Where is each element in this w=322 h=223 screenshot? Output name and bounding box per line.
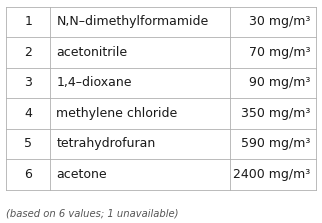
Text: 1,4–dioxane: 1,4–dioxane xyxy=(56,76,132,89)
Text: N,N–dimethylformamide: N,N–dimethylformamide xyxy=(56,15,209,28)
Text: 70 mg/m³: 70 mg/m³ xyxy=(249,46,311,59)
Text: tetrahydrofuran: tetrahydrofuran xyxy=(56,137,156,150)
Text: 3: 3 xyxy=(24,76,32,89)
Text: 90 mg/m³: 90 mg/m³ xyxy=(249,76,311,89)
Text: 2400 mg/m³: 2400 mg/m³ xyxy=(233,168,311,181)
Text: 350 mg/m³: 350 mg/m³ xyxy=(242,107,311,120)
Text: 6: 6 xyxy=(24,168,32,181)
Text: 590 mg/m³: 590 mg/m³ xyxy=(242,137,311,150)
Text: 2: 2 xyxy=(24,46,32,59)
Text: 5: 5 xyxy=(24,137,32,150)
Text: 30 mg/m³: 30 mg/m³ xyxy=(249,15,311,28)
Text: acetone: acetone xyxy=(56,168,107,181)
Text: 1: 1 xyxy=(24,15,32,28)
Text: methylene chloride: methylene chloride xyxy=(56,107,178,120)
Text: acetonitrile: acetonitrile xyxy=(56,46,128,59)
Text: (based on 6 values; 1 unavailable): (based on 6 values; 1 unavailable) xyxy=(6,209,179,219)
Text: 4: 4 xyxy=(24,107,32,120)
